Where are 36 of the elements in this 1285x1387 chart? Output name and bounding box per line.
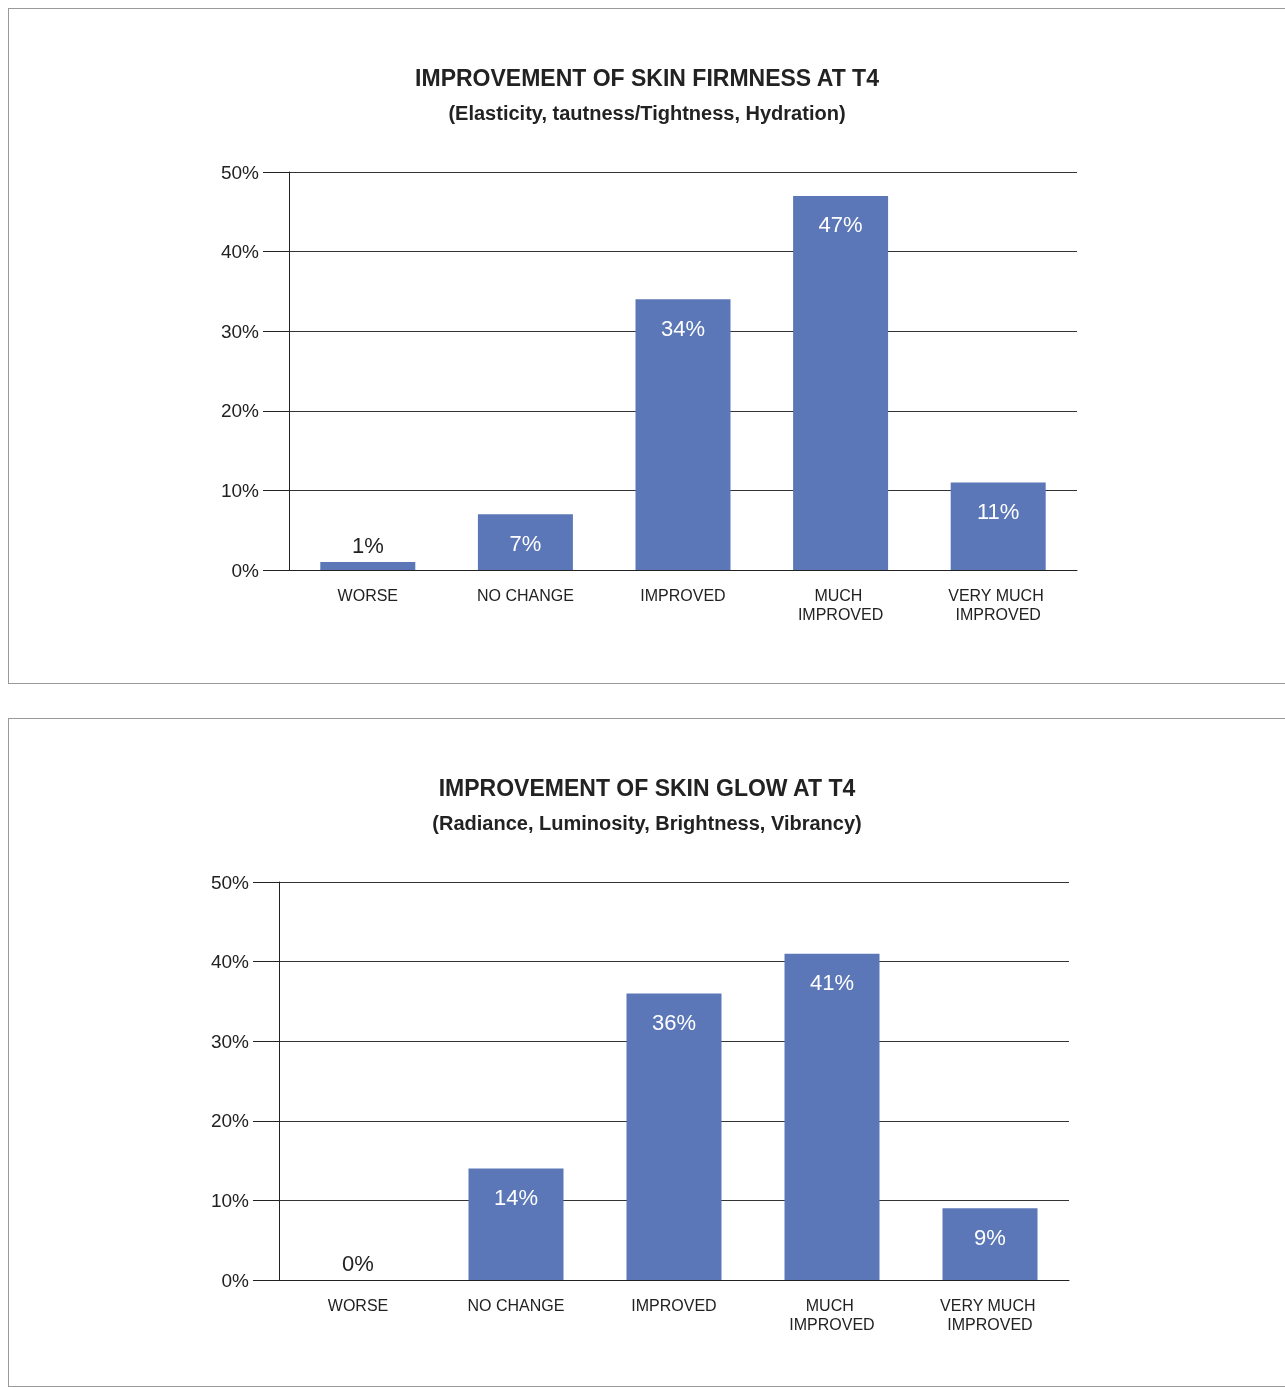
y-tick-label: 0% [231, 559, 260, 581]
x-tick-label: IMPROVED [640, 587, 726, 604]
data-label: 34% [660, 315, 706, 341]
x-tick-label: WORSE [327, 1297, 389, 1314]
x-tick-label: MUCH IMPROVED [789, 1297, 875, 1333]
x-tick-label: WORSE [337, 587, 399, 604]
x-tick-label: MUCH IMPROVED [797, 587, 884, 623]
chart-title: IMPROVEMENT OF SKIN GLOW AT T4 [438, 774, 856, 801]
x-tick-label: VERY MUCH IMPROVED [940, 1297, 1040, 1333]
y-tick-label: 10% [210, 1189, 250, 1211]
chart-title: IMPROVEMENT OF SKIN FIRMNESS AT T4 [415, 64, 880, 91]
data-label: 1% [351, 532, 384, 558]
x-tick-label: NO CHANGE [476, 587, 574, 604]
chart-subtitle: (Radiance, Luminosity, Brightness, Vibrancy) [432, 812, 862, 834]
data-label: 9% [974, 1224, 1006, 1250]
y-tick-label: 30% [220, 320, 260, 342]
y-tick-label: 0% [221, 1269, 250, 1291]
chart-subtitle: (Elasticity, tautness/Tightness, Hydration) [448, 102, 846, 124]
x-tick-label: IMPROVED [631, 1297, 717, 1314]
data-label: 36% [651, 1009, 697, 1035]
y-tick-label: 20% [210, 1110, 250, 1132]
x-tick-label: NO CHANGE [467, 1297, 565, 1314]
y-tick-label: 50% [210, 871, 250, 893]
y-tick-label: 50% [220, 161, 260, 183]
data-label: 0% [342, 1250, 374, 1276]
y-tick-label: 10% [220, 479, 260, 501]
data-label: 14% [493, 1185, 539, 1211]
y-tick-label: 40% [210, 951, 250, 973]
y-tick-label: 30% [210, 1030, 250, 1052]
x-tick-label: VERY MUCH IMPROVED [948, 587, 1049, 623]
data-label: 7% [509, 530, 542, 556]
data-label: 11% [977, 498, 1020, 524]
y-tick-label: 40% [220, 241, 260, 263]
data-label: 47% [818, 212, 863, 238]
data-label: 41% [809, 970, 855, 996]
y-tick-label: 20% [220, 400, 260, 422]
